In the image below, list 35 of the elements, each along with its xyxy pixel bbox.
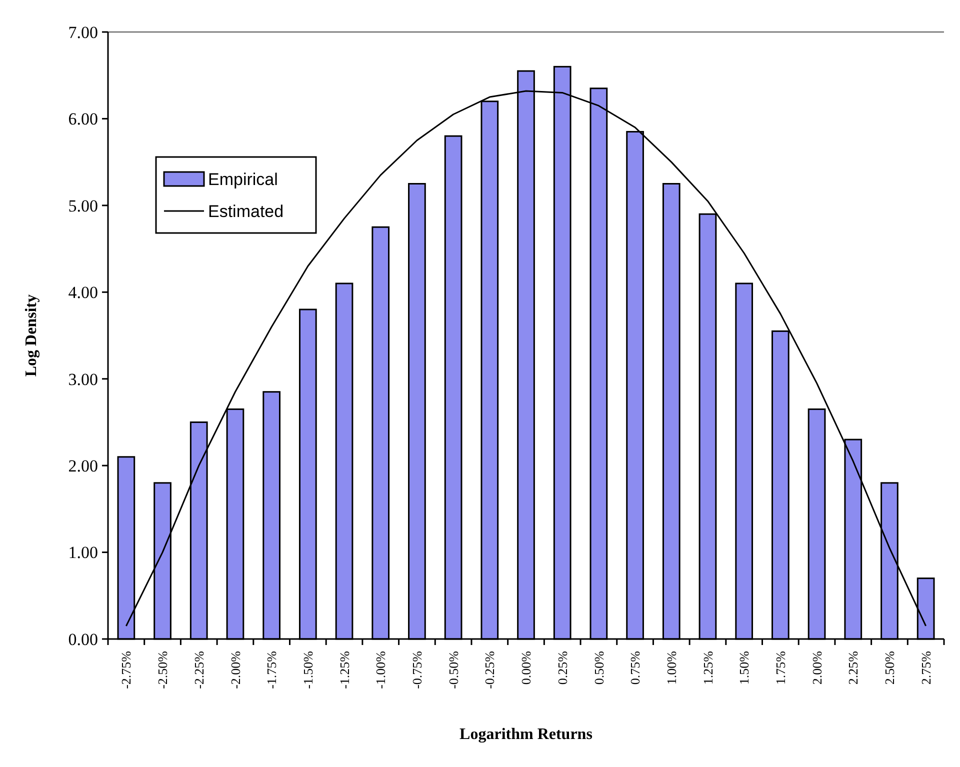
- x-tick-label: 2.75%: [918, 650, 934, 685]
- x-tick-label: 1.50%: [736, 650, 752, 685]
- x-tick-label: 1.75%: [772, 650, 788, 685]
- x-tick-label: -2.75%: [118, 650, 134, 689]
- x-tick-label: 1.25%: [700, 650, 716, 685]
- y-axis-title: Log Density: [23, 294, 40, 377]
- y-tick-label: 7.00: [68, 22, 98, 42]
- x-tick-label: 2.50%: [882, 650, 898, 685]
- x-axis-title: Logarithm Returns: [460, 726, 592, 743]
- x-tick-label: 0.75%: [628, 650, 643, 685]
- y-tick-label: 4.00: [68, 283, 98, 302]
- y-tick-label: 1.00: [68, 543, 98, 562]
- x-tick-label: -0.75%: [410, 650, 425, 689]
- x-tick-label: -0.50%: [446, 650, 461, 689]
- x-tick-label: 0.50%: [591, 650, 606, 685]
- x-tick-label: 1.00%: [664, 650, 679, 685]
- x-tick-label: 2.25%: [846, 650, 861, 685]
- y-tick-label: 5.00: [68, 196, 98, 216]
- x-tick-label: -1.25%: [336, 650, 352, 689]
- y-tick-label: 6.00: [68, 110, 98, 129]
- x-tick-label: -1.00%: [373, 650, 388, 689]
- x-tick-label: 2.00%: [809, 650, 824, 685]
- x-tick-label: 0.00%: [518, 650, 534, 685]
- legend-label: Empirical: [208, 170, 278, 189]
- y-tick-label: 0.00: [68, 630, 98, 649]
- legend-label: Estimated: [208, 202, 284, 221]
- x-tick-label: 0.25%: [554, 650, 570, 685]
- x-tick-label: -0.25%: [482, 650, 498, 689]
- x-tick-label: -2.25%: [191, 650, 206, 689]
- x-tick-label: -2.00%: [228, 650, 243, 689]
- x-tick-label: -1.50%: [300, 650, 316, 689]
- y-tick-label: 3.00: [68, 370, 98, 389]
- y-tick-label: 2.00: [68, 456, 98, 476]
- x-tick-label: -1.75%: [264, 650, 280, 689]
- x-tick-label: -2.50%: [155, 650, 170, 689]
